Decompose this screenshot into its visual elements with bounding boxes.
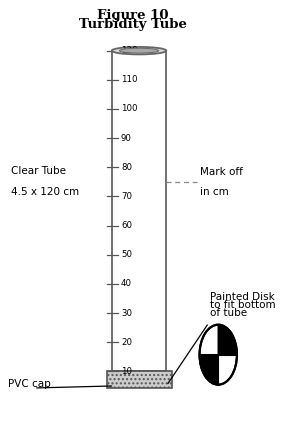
Text: Mark off: Mark off [200,167,243,177]
Ellipse shape [112,47,166,54]
Wedge shape [218,325,237,354]
Text: Turbidity Tube: Turbidity Tube [79,18,186,31]
Text: 60: 60 [121,221,132,230]
Circle shape [200,325,237,385]
Text: 70: 70 [121,192,132,201]
Text: in cm: in cm [200,187,229,197]
Text: 120: 120 [121,46,137,55]
Polygon shape [107,371,172,388]
Text: of tube: of tube [210,308,247,319]
Text: PVC cap: PVC cap [8,379,51,389]
Text: 4.5 x 120 cm: 4.5 x 120 cm [11,187,79,197]
Text: to fit bottom: to fit bottom [210,300,275,310]
Text: Painted Disk: Painted Disk [210,292,275,302]
Text: 90: 90 [121,134,132,143]
Text: 100: 100 [121,105,137,114]
Wedge shape [200,354,218,385]
Text: 40: 40 [121,279,132,288]
Text: 10: 10 [121,367,132,376]
Text: 30: 30 [121,308,132,317]
Text: 20: 20 [121,338,132,347]
Text: 80: 80 [121,163,132,172]
Polygon shape [112,51,166,371]
Text: Figure 10: Figure 10 [97,9,168,22]
Text: Clear Tube: Clear Tube [11,166,65,176]
Text: 110: 110 [121,75,137,84]
Ellipse shape [120,48,159,53]
Text: 50: 50 [121,250,132,259]
